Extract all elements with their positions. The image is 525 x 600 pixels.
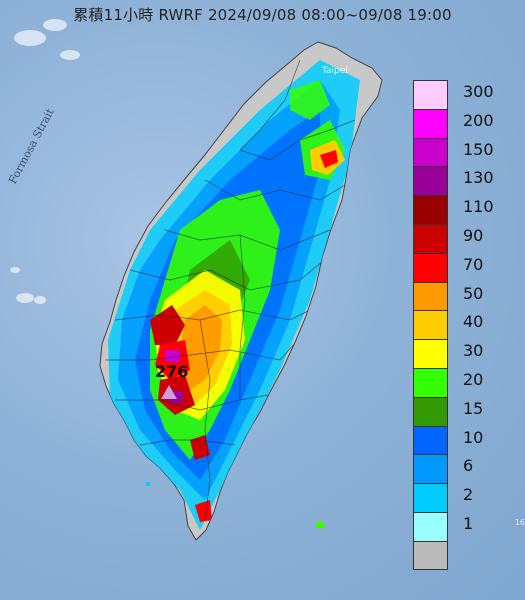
legend-swatch [413,281,448,311]
green-island [316,522,324,528]
legend-swatch [413,540,448,570]
legend-swatch [413,396,448,426]
legend-label: 110 [463,197,494,217]
legend-label: 15 [463,398,484,418]
legend-swatch [413,224,448,253]
legend-label: 300 [463,82,494,101]
max-rainfall-marker [161,385,177,399]
legend-swatch [413,80,448,109]
legend-swatch [413,166,448,196]
legend-label: 150 [463,139,494,159]
edge-text: 16 [514,518,525,527]
legend-label: 70 [463,254,484,274]
legend-label: 20 [463,370,484,389]
cloud-patches [10,19,80,304]
legend-swatch [413,108,448,138]
small-island [146,482,150,486]
legend-label: 10 [463,427,484,447]
legend-swatch [413,425,448,455]
legend-swatch [413,368,448,397]
county-boundaries [105,59,356,521]
legend-label: 130 [463,168,494,188]
legend-label: 90 [463,226,484,245]
legend-swatch [413,512,448,541]
color-legend: 300 200 150 130 110 90 70 50 40 30 20 15 10 6 2 1 [413,80,523,570]
legend-swatch [413,339,448,368]
map-title: 累積11小時 RWRF 2024/09/08 08:00~09/08 19:00 [73,6,452,24]
legend-label: 6 [463,456,474,476]
city-label: Taipei [322,66,348,76]
legend-swatch [413,252,448,282]
legend-label: 40 [463,312,484,332]
legend-label: 2 [463,485,474,505]
legend-label: 30 [463,341,484,361]
legend-label: 50 [463,283,484,303]
max-rainfall-value: 276 [155,362,189,381]
legend-label: 200 [463,110,494,130]
legend-swatch [413,310,448,340]
legend-label: 1 [463,514,474,533]
legend-swatch [413,195,448,224]
legend-swatch [413,137,448,167]
legend-swatch [413,454,448,484]
legend-swatch [413,483,448,512]
